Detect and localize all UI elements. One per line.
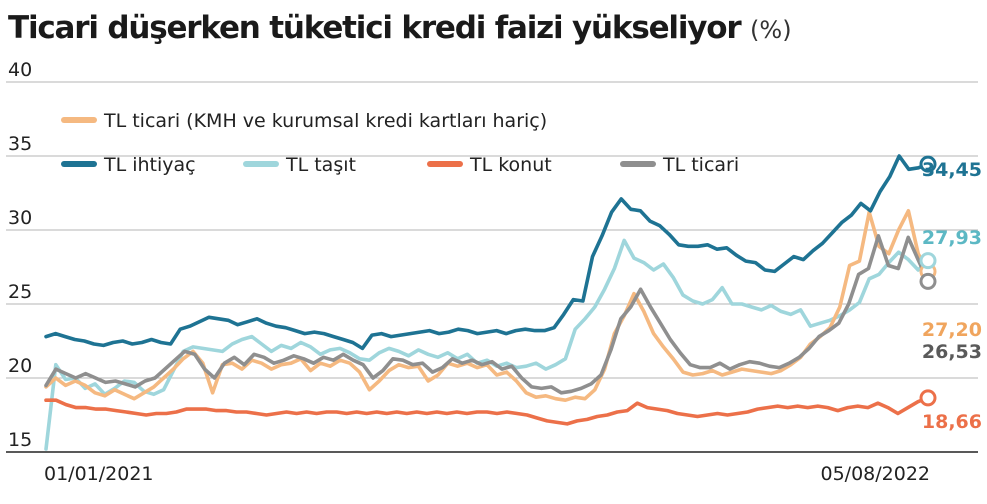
end-markers <box>919 155 937 407</box>
series-line <box>44 234 930 395</box>
x-tick-label: 05/08/2022 <box>820 463 930 485</box>
legend-label: TL konut <box>469 154 552 176</box>
legend-label: TL taşıt <box>285 154 356 176</box>
y-tick-label: 15 <box>8 429 32 451</box>
x-tick-label: 01/01/2021 <box>44 463 154 485</box>
end-value-label: 27,93 <box>922 227 982 249</box>
y-tick-label: 25 <box>8 281 32 303</box>
chart-title-text: Ticari düşerken tüketici kredi faizi yük… <box>8 10 742 46</box>
end-value-label: 18,66 <box>922 411 982 433</box>
y-tick-label: 40 <box>8 59 32 81</box>
series-line <box>44 396 930 426</box>
x-axis-labels: 01/01/2021 05/08/2022 <box>44 463 930 485</box>
legend-label: TL ihtiyaç <box>103 154 196 176</box>
legend-label: TL ticari (KMH ve kurumsal kredi kartlar… <box>103 110 547 132</box>
end-value-label: 26,53 <box>922 341 982 363</box>
series-line <box>44 209 930 402</box>
end-labels: 27,20 34,45 27,93 18,66 26,53 <box>922 159 982 433</box>
end-marker <box>919 272 937 290</box>
legend-label: TL ticari <box>662 154 739 176</box>
y-tick-label: 35 <box>8 133 32 155</box>
chart-title: Ticari düşerken tüketici kredi faizi yük… <box>8 10 792 46</box>
series-line <box>44 154 930 351</box>
chart-unit: (%) <box>750 16 792 44</box>
y-tick-label: 30 <box>8 207 32 229</box>
end-value-label: 34,45 <box>922 159 982 181</box>
series-line <box>44 238 930 451</box>
end-marker <box>919 252 937 270</box>
end-marker <box>919 155 937 173</box>
end-value-label: 27,20 <box>922 319 982 341</box>
series-lines <box>44 154 930 451</box>
end-marker <box>919 389 937 407</box>
y-tick-label: 20 <box>8 355 32 377</box>
legend: TL ticari (KMH ve kurumsal kredi kartlar… <box>61 110 739 176</box>
y-axis-ticks: 15 20 25 30 35 40 <box>8 59 32 451</box>
